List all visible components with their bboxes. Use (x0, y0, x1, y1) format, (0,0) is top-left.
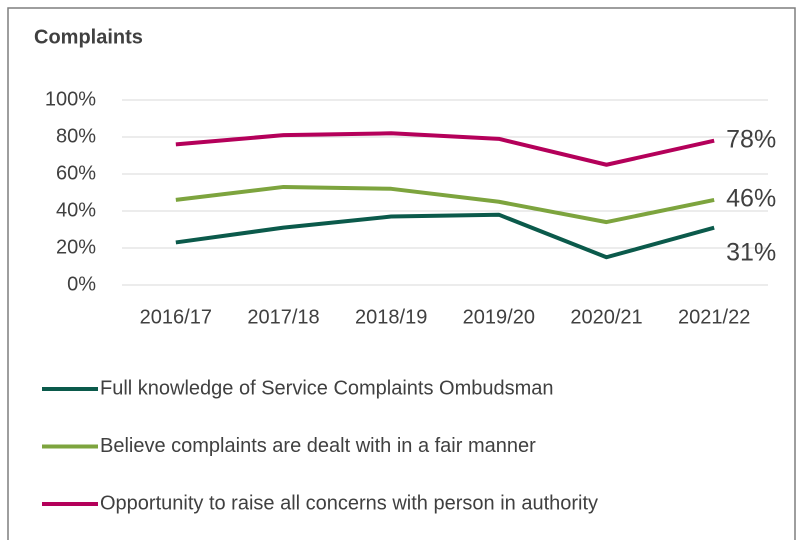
y-tick-label: 80% (56, 125, 96, 147)
y-tick-label: 0% (67, 273, 96, 295)
y-tick-label: 100% (45, 88, 96, 110)
y-tick-label: 20% (56, 236, 96, 258)
legend-label: Opportunity to raise all concerns with p… (100, 492, 598, 514)
series-line (175, 212, 715, 260)
legend-label: Believe complaints are dealt with in a f… (100, 435, 536, 457)
data-label: 46% (726, 185, 776, 213)
y-tick-label: 60% (56, 162, 96, 184)
data-label: 31% (726, 238, 776, 266)
series-line (175, 184, 715, 225)
y-tick-label: 40% (56, 199, 96, 221)
x-tick-label: 2021/22 (678, 306, 750, 328)
frame (7, 7, 796, 540)
x-tick-label: 2019/20 (463, 306, 535, 328)
x-tick-label: 2017/18 (247, 306, 319, 328)
data-label: 78% (726, 125, 776, 153)
legend-label: Full knowledge of Service Complaints Omb… (100, 377, 554, 399)
x-tick-label: 2018/19 (355, 306, 427, 328)
x-tick-label: 2016/17 (140, 306, 212, 328)
series-line (175, 131, 715, 167)
chart-title: Complaints (34, 26, 143, 48)
x-tick-label: 2020/21 (570, 306, 642, 328)
